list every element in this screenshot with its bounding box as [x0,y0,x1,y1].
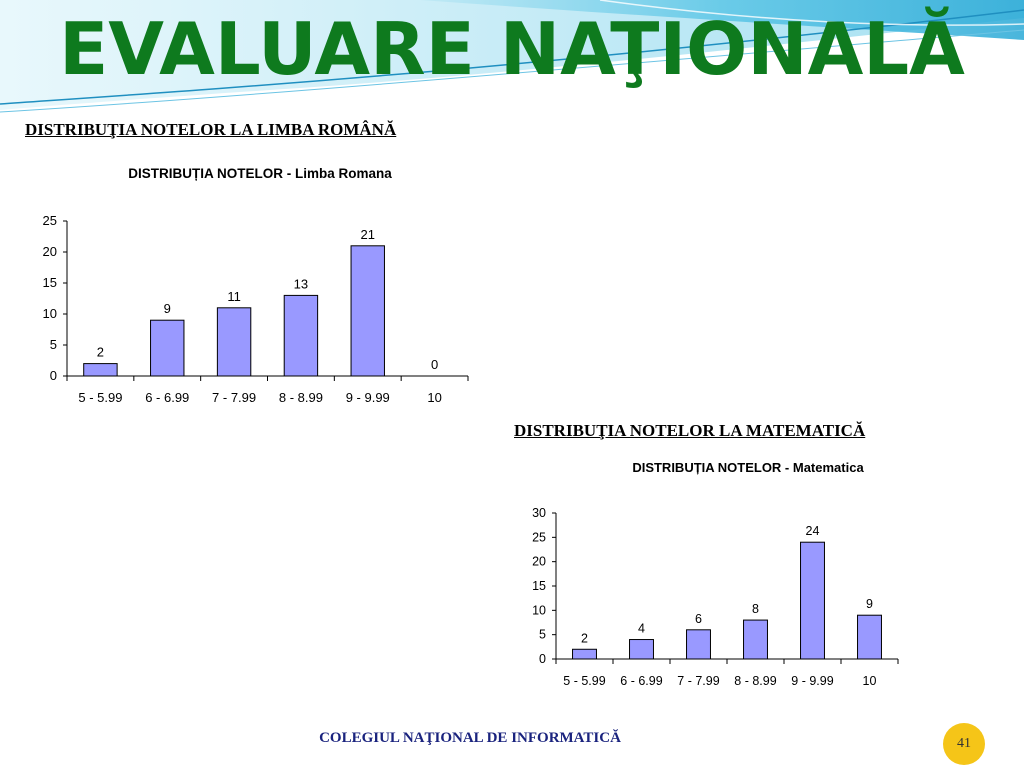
matematica-data-label: 24 [806,524,820,538]
romana-data-label: 0 [431,357,438,372]
matematica-bar [686,629,711,660]
romana-bar [216,307,252,377]
romana-data-label: 11 [227,289,241,304]
matematica-bar [629,639,654,660]
romana-y-tick-label: 10 [43,306,57,321]
romana-x-tick-label: 8 - 8.99 [279,390,323,405]
matematica-x-tick-label: 8 - 8.99 [734,674,776,688]
matematica-data-label: 9 [866,597,873,611]
slide-title: EVALUARE NAŢIONALĂ [59,7,965,91]
page-number-badge: 41 [943,723,985,765]
matematica-y-tick-label: 20 [532,555,546,569]
matematica-data-label: 8 [752,602,759,616]
matematica-data-label: 6 [695,612,702,626]
matematica-data-label: 4 [638,622,645,636]
romana-data-label: 21 [361,227,375,242]
romana-bar [83,363,118,377]
matematica-x-tick-label: 7 - 7.99 [677,674,719,688]
romana-y-tick-label: 5 [50,337,57,352]
matematica-x-tick-label: 5 - 5.99 [563,674,605,688]
chart-title-matematica: DISTRIBUȚIA NOTELOR - Matematica [632,460,864,475]
section-heading-matematica: DISTRIBUŢIA NOTELOR LA MATEMATICĂ [514,421,866,440]
romana-x-tick-label: 5 - 5.99 [78,390,122,405]
chart-matematica: DISTRIBUȚIA NOTELOR - Matematica 0 5 10 15 2… [513,445,950,700]
romana-data-label: 13 [294,276,308,291]
romana-y-tick-label: 25 [43,213,57,228]
matematica-y-tick-label: 0 [539,652,546,666]
romana-x-tick-label: 9 - 9.99 [346,390,390,405]
romana-data-label: 9 [164,301,171,316]
matematica-y-tick-label: 5 [539,628,546,642]
romana-y-tick-label: 20 [43,244,57,259]
matematica-y-tick-label: 25 [532,530,546,544]
romana-bar [283,294,319,377]
romana-y-tick-label: 0 [50,368,57,383]
matematica-data-label: 2 [581,631,588,645]
matematica-x-tick-label: 10 [863,674,877,688]
matematica-x-tick-label: 6 - 6.99 [620,674,662,688]
romana-data-label: 2 [97,345,104,360]
matematica-bar [572,648,597,660]
romana-bar [150,319,185,377]
matematica-y-tick-label: 10 [532,603,546,617]
matematica-x-tick-label: 9 - 9.99 [791,674,833,688]
matematica-y-tick-label: 15 [532,579,546,593]
romana-x-tick-label: 7 - 7.99 [212,390,256,405]
matematica-bar [743,619,768,660]
romana-x-tick-label: 10 [427,390,441,405]
background-swoosh [0,0,1024,113]
chart-matematica-plot: 0 5 10 15 20 25 30 2 5 - 5.99 4 6 - 6.99 6 7 - 7.99 8… [532,506,899,688]
romana-y-tick-label: 15 [43,275,57,290]
chart-romana: DISTRIBUȚIA NOTELOR - Limba Romana 0 5 10 1… [5,152,490,410]
chart-title-romana: DISTRIBUȚIA NOTELOR - Limba Romana [128,166,392,181]
matematica-bar [800,541,825,660]
matematica-bar [857,614,882,660]
matematica-y-tick-label: 30 [532,506,546,520]
footer-institution: COLEGIUL NAŢIONAL DE INFORMATICĂ [319,730,621,746]
romana-x-tick-label: 6 - 6.99 [145,390,189,405]
chart-romana-plot: 0 5 10 15 20 25 2 5 - 5.99 9 6 - 6.99 11 7 - 7.99 13… [43,213,469,405]
romana-bar [350,245,385,377]
section-heading-romana: DISTRIBUŢIA NOTELOR LA LIMBA ROMÂNĂ [25,120,397,139]
